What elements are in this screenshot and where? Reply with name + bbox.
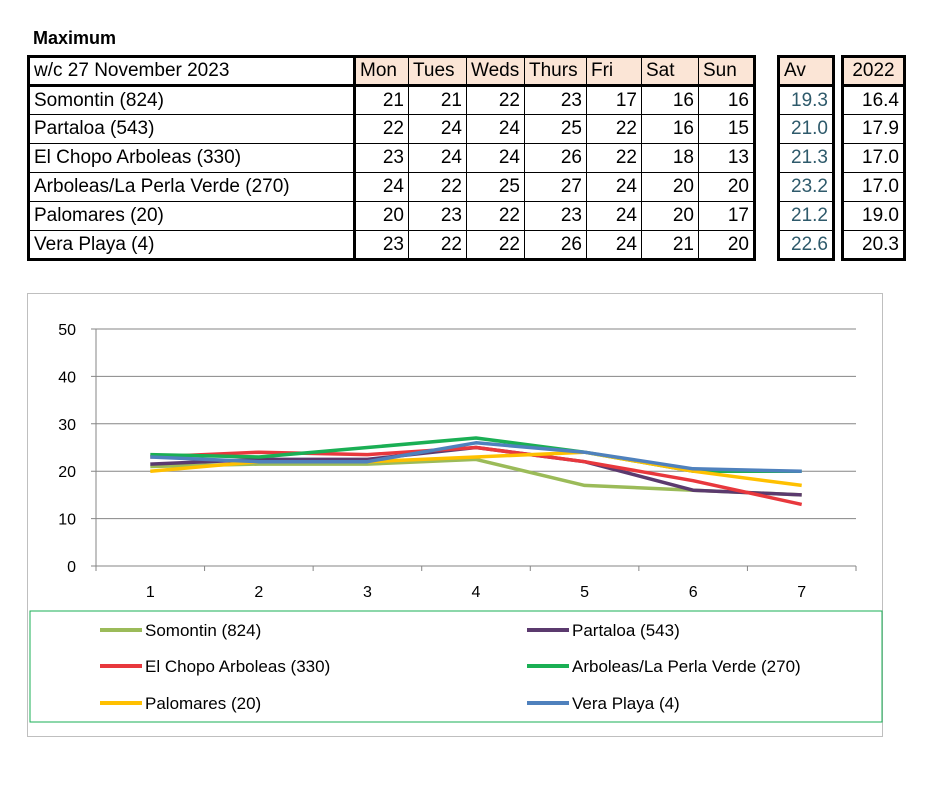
temperature-cell: 25: [524, 114, 587, 144]
y-tick-label: 10: [58, 512, 76, 529]
temperature-cell: 23: [353, 143, 409, 173]
prev-year-header: 2022: [842, 56, 905, 87]
prev-year-cell: 20.3: [842, 230, 905, 260]
x-tick-label: 1: [146, 584, 155, 601]
temperature-cell: 16: [641, 114, 699, 144]
temperature-cell: 22: [466, 201, 525, 231]
temperature-cell: 17: [698, 201, 755, 231]
daily-max-table: w/c 27 November 2023 Mon Tues Weds Thurs Fri S…: [27, 55, 756, 261]
temperature-cell: 20: [698, 230, 755, 260]
legend-label: Partaloa (543): [572, 621, 680, 640]
table-row: Partaloa (543) 22 24 24 25 22 16 15: [28, 114, 755, 144]
temperature-cell: 21: [641, 230, 699, 260]
day-header: Sat: [641, 56, 699, 87]
temperature-cell: 23: [353, 230, 409, 260]
y-tick-label: 0: [67, 559, 76, 576]
legend-box: [29, 610, 883, 723]
legend-label: Vera Playa (4): [572, 694, 680, 713]
temperature-cell: 22: [408, 172, 467, 202]
temperature-cell: 26: [524, 230, 587, 260]
average-table: Av 19.3 21.0 21.3 23.2 21.2 22.6: [777, 55, 835, 261]
prev-year-cell: 17.0: [842, 143, 905, 173]
temperature-cell: 22: [466, 85, 525, 115]
legend-label: Somontin (824): [145, 621, 261, 640]
chart-frame: [27, 293, 883, 737]
day-header: Thurs: [524, 56, 587, 87]
temperature-cell: 21: [353, 85, 409, 115]
table-header-row: w/c 27 November 2023 Mon Tues Weds Thurs Fri S…: [28, 56, 755, 87]
temperature-cell: 24: [353, 172, 409, 202]
x-tick-label: 4: [472, 584, 481, 601]
temperature-cell: 20: [641, 201, 699, 231]
x-tick-label: 3: [363, 584, 372, 601]
series-line: [150, 441, 802, 473]
temperature-cell: 22: [586, 114, 642, 144]
page-heading: Maximum: [33, 28, 117, 48]
x-tick-label: 2: [254, 584, 263, 601]
site-name: Somontin (824): [28, 85, 355, 115]
legend-label: El Chopo Arboleas (330): [145, 657, 330, 676]
temperature-cell: 24: [586, 201, 642, 231]
site-name: El Chopo Arboleas (330): [28, 143, 355, 173]
table-row: El Chopo Arboleas (330) 23 24 24 26 22 18 13: [28, 143, 755, 173]
temperature-cell: 15: [698, 114, 755, 144]
prev-year-cell: 16.4: [842, 85, 905, 115]
average-cell: 19.3: [778, 85, 834, 115]
day-header: Tues: [408, 56, 467, 87]
x-tick-label: 6: [689, 584, 698, 601]
y-tick-label: 40: [58, 369, 76, 386]
table-row: Palomares (20) 20 23 22 23 24 20 17: [28, 201, 755, 231]
average-cell: 22.6: [778, 230, 834, 260]
prev-year-table: 2022 16.4 17.9 17.0 17.0 19.0 20.3: [841, 55, 906, 261]
x-tick-label: 5: [580, 584, 589, 601]
average-cell: 21.3: [778, 143, 834, 173]
table-row: Somontin (824) 21 21 22 23 17 16 16: [28, 85, 755, 115]
temperature-cell: 24: [586, 230, 642, 260]
week-label: w/c 27 November 2023: [28, 56, 355, 87]
average-cell: 21.0: [778, 114, 834, 144]
temperature-cell: 21: [408, 85, 467, 115]
day-header: Fri: [586, 56, 642, 87]
average-header: Av: [778, 56, 834, 87]
y-tick-label: 50: [58, 322, 76, 339]
y-tick-label: 20: [58, 464, 76, 481]
temperature-cell: 22: [408, 230, 467, 260]
y-tick-label: 30: [58, 417, 76, 434]
temperature-cell: 24: [408, 143, 467, 173]
series-line: [150, 445, 803, 507]
temperature-cell: 16: [698, 85, 755, 115]
temperature-cell: 25: [466, 172, 525, 202]
legend-label: Arboleas/La Perla Verde (270): [572, 657, 801, 676]
day-header: Sun: [698, 56, 755, 87]
temperature-cell: 20: [641, 172, 699, 202]
site-name: Palomares (20): [28, 201, 355, 231]
prev-year-cell: 17.0: [842, 172, 905, 202]
table-row: Vera Playa (4) 23 22 22 26 24 21 20: [28, 230, 755, 260]
prev-year-cell: 19.0: [842, 201, 905, 231]
temperature-cell: 20: [698, 172, 755, 202]
temperature-cell: 13: [698, 143, 755, 173]
temperature-cell: 23: [524, 85, 587, 115]
temperature-cell: 26: [524, 143, 587, 173]
x-tick-label: 7: [797, 584, 806, 601]
site-name: Partaloa (543): [28, 114, 355, 144]
site-name: Vera Playa (4): [28, 230, 355, 260]
legend-label: Palomares (20): [145, 694, 261, 713]
